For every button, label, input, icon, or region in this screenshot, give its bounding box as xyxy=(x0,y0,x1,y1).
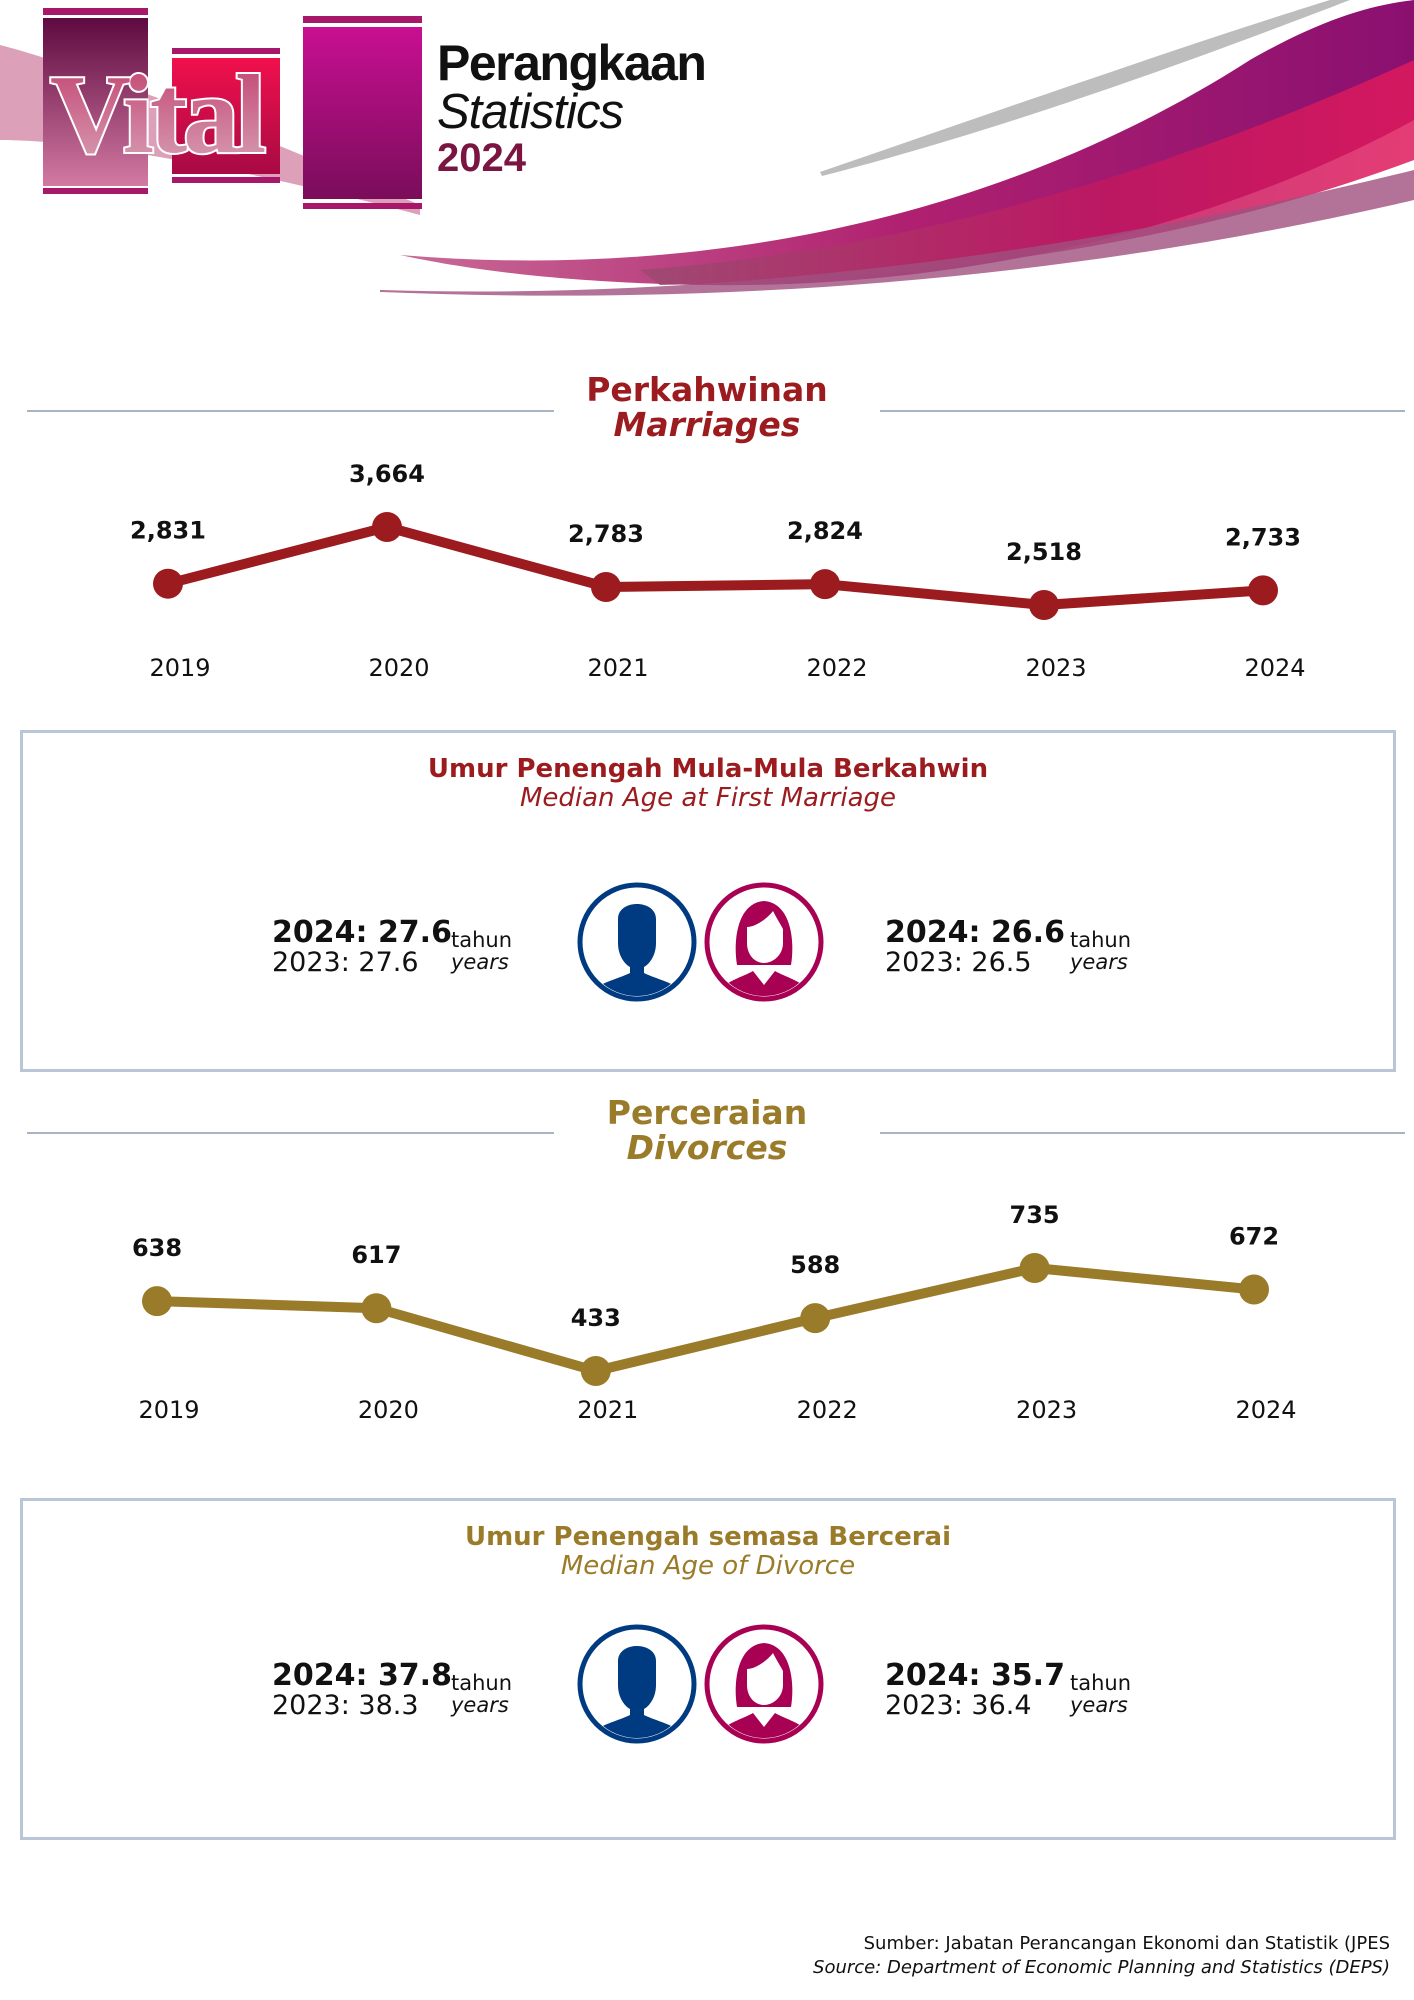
data-label: 2,831 xyxy=(130,517,206,545)
data-label: 3,664 xyxy=(349,460,425,488)
unit-ms: tahun xyxy=(451,1671,513,1695)
section-rule-right xyxy=(880,410,1405,412)
male-avatar-icon xyxy=(577,882,697,1002)
x-tick-label: 2019 xyxy=(149,654,210,682)
male-age-2023: 2023: 27.6 xyxy=(272,947,419,978)
unit-ms: tahun xyxy=(1070,1671,1132,1695)
female-avatar-icon xyxy=(704,1624,824,1744)
data-label: 433 xyxy=(571,1304,621,1332)
median-age-divorce-title-ms: Umur Penengah semasa Bercerai xyxy=(464,1522,952,1552)
female-age-2023: 2023: 26.5 xyxy=(885,947,1032,978)
section-rule-left xyxy=(27,1132,554,1134)
unit-en: years xyxy=(1070,1693,1128,1718)
x-tick-label: 2024 xyxy=(1235,1396,1296,1424)
logo-year: 2024 xyxy=(437,136,526,180)
male-median-age-marriage: 2024: 27.6 2023: 27.6 xyxy=(272,915,452,978)
male-median-age-divorce: 2024: 37.8 2023: 38.3 xyxy=(272,1658,452,1721)
male-age-2024: 2024: 37.8 xyxy=(272,1658,452,1693)
data-point xyxy=(361,1293,392,1324)
data-point xyxy=(800,1303,831,1334)
male-age-2023: 2023: 38.3 xyxy=(272,1690,419,1721)
data-point xyxy=(1248,575,1278,606)
data-point xyxy=(1029,590,1059,620)
female-avatar-icon xyxy=(704,882,824,1002)
female-median-age-marriage: 2024: 26.6 2023: 26.5 xyxy=(885,915,1065,978)
logo-vital: Vital xyxy=(50,53,265,177)
section-rule-left xyxy=(27,410,554,412)
unit-ms: tahun xyxy=(1070,928,1132,952)
data-label: 588 xyxy=(790,1251,840,1279)
data-point xyxy=(810,569,840,600)
data-point xyxy=(142,1286,172,1317)
female-age-2023: 2023: 36.4 xyxy=(885,1690,1032,1721)
divorces-title-ms: Perceraian xyxy=(606,1093,808,1132)
female-age-2024: 2024: 26.6 xyxy=(885,915,1065,950)
data-label: 2,824 xyxy=(787,517,863,545)
divorces-title-en: Divorces xyxy=(626,1127,788,1167)
logo-title-en: Statistics xyxy=(437,85,624,139)
male-age-2024: 2024: 27.6 xyxy=(272,915,452,950)
data-label: 2,783 xyxy=(568,520,644,548)
x-tick-label: 2019 xyxy=(138,1396,199,1424)
male-age-unit: tahun years xyxy=(451,1672,512,1716)
logo-title-ms: Perangkaan xyxy=(437,35,707,91)
divorces-section-title: Perceraian Divorces xyxy=(0,1093,1414,1167)
data-label: 2,733 xyxy=(1225,523,1301,551)
unit-en: years xyxy=(451,1693,509,1718)
male-age-unit: tahun years xyxy=(451,929,512,973)
marriages-section-title: Perkahwinan Marriages xyxy=(0,370,1414,444)
marriages-title-en: Marriages xyxy=(613,404,801,444)
divorces-line-chart: 638 2019 617 2020 433 2021 588 2022 735 2023 672 20… xyxy=(132,1201,1297,1424)
marriages-title-ms: Perkahwinan xyxy=(586,370,828,409)
unit-en: years xyxy=(451,950,509,975)
data-label: 638 xyxy=(132,1234,182,1262)
median-age-divorce-panel: Umur Penengah semasa Bercerai Median Age… xyxy=(20,1498,1396,1840)
male-avatar-icon xyxy=(577,1624,697,1744)
data-label: 2,518 xyxy=(1006,538,1082,566)
data-label: 617 xyxy=(351,1241,401,1269)
data-point xyxy=(153,568,183,599)
female-age-2024: 2024: 35.7 xyxy=(885,1658,1065,1693)
x-tick-label: 2020 xyxy=(368,654,429,682)
x-tick-label: 2023 xyxy=(1025,654,1086,682)
unit-ms: tahun xyxy=(451,928,513,952)
median-age-marriage-title-en: Median Age at First Marriage xyxy=(519,782,897,813)
data-point xyxy=(580,1356,611,1386)
series-line xyxy=(166,522,1264,610)
female-age-unit: tahun years xyxy=(1070,1672,1131,1716)
data-point xyxy=(591,571,621,602)
data-label: 672 xyxy=(1229,1222,1279,1250)
x-tick-label: 2024 xyxy=(1244,654,1305,682)
section-rule-right xyxy=(880,1132,1405,1134)
median-age-divorce-title-en: Median Age of Divorce xyxy=(560,1550,856,1581)
marriages-line-chart: 2,831 2019 3,664 2020 2,783 2021 2,824 2022 2,51… xyxy=(130,460,1306,682)
source-footer: Sumber: Jabatan Perancangan Ekonomi dan … xyxy=(813,1932,1390,1981)
swoosh-red xyxy=(640,60,1414,285)
x-tick-label: 2022 xyxy=(797,1396,858,1424)
female-age-unit: tahun years xyxy=(1070,929,1131,973)
series-line xyxy=(156,1263,1255,1376)
swoosh-lower xyxy=(380,170,1414,296)
source-ms: Sumber: Jabatan Perancangan Ekonomi dan … xyxy=(863,1933,1390,1954)
x-tick-label: 2023 xyxy=(1016,1396,1077,1424)
data-point xyxy=(1019,1253,1050,1283)
x-tick-label: 2021 xyxy=(577,1396,638,1424)
x-tick-label: 2022 xyxy=(806,654,867,682)
median-age-marriage-title-ms: Umur Penengah Mula-Mula Berkahwin xyxy=(427,754,989,784)
header-banner: Vital xyxy=(0,0,1414,296)
median-age-divorce-title: Umur Penengah semasa Bercerai Median Age… xyxy=(23,1523,1393,1580)
data-label: 735 xyxy=(1010,1201,1060,1229)
swoosh-grey xyxy=(820,0,1350,176)
median-age-marriage-panel: Umur Penengah Mula-Mula Berkahwin Median… xyxy=(20,730,1396,1072)
median-age-marriage-title: Umur Penengah Mula-Mula Berkahwin Median… xyxy=(23,755,1393,812)
source-en: Source: Department of Economic Planning … xyxy=(813,1957,1390,1979)
female-median-age-divorce: 2024: 35.7 2023: 36.4 xyxy=(885,1658,1065,1721)
data-point xyxy=(372,512,402,542)
x-tick-label: 2021 xyxy=(587,654,648,682)
unit-en: years xyxy=(1070,950,1128,975)
x-tick-label: 2020 xyxy=(358,1396,419,1424)
data-point xyxy=(1239,1274,1269,1305)
